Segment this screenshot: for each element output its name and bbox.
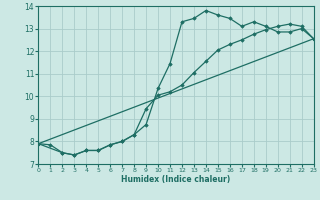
- X-axis label: Humidex (Indice chaleur): Humidex (Indice chaleur): [121, 175, 231, 184]
